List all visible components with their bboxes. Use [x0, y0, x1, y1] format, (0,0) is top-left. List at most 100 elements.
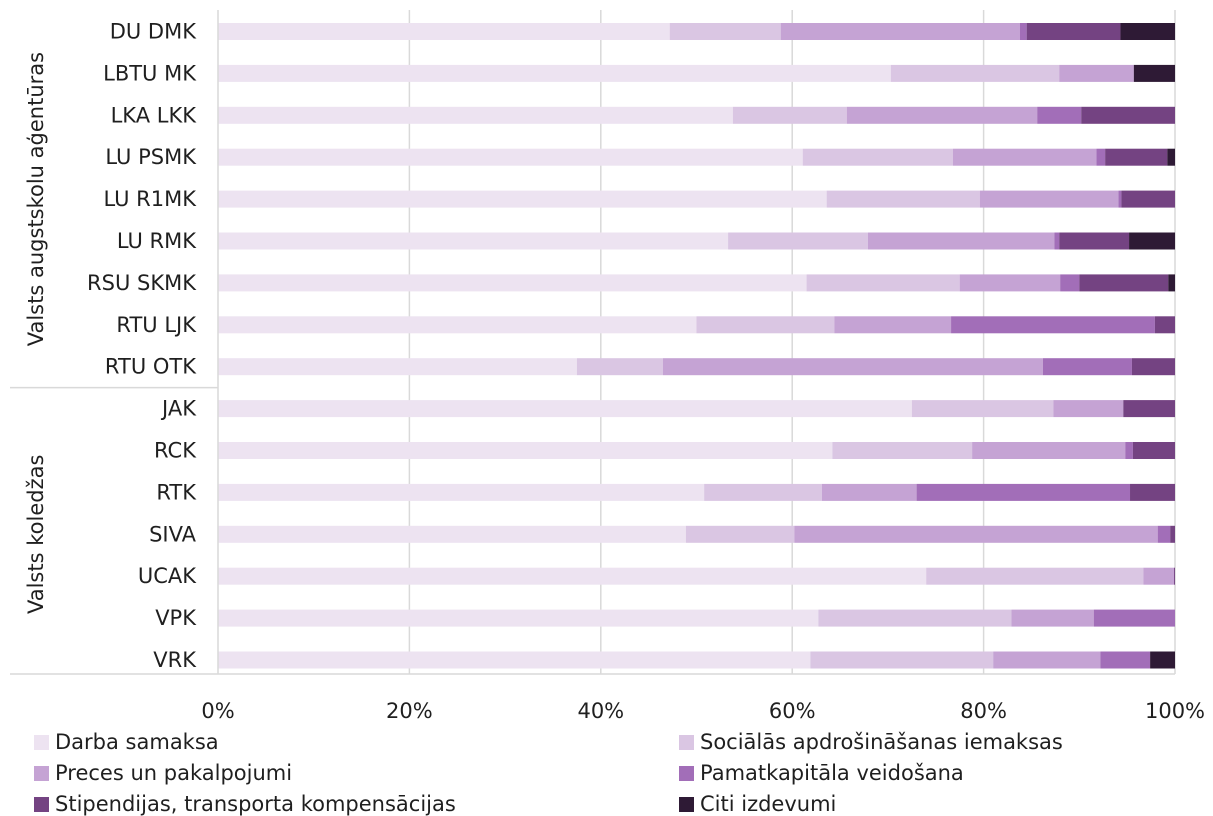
- bar-segment: [1131, 358, 1175, 376]
- bar-segment: [890, 64, 1060, 82]
- bar-segment: [1037, 106, 1082, 124]
- category-label: RSU SKMK: [87, 271, 197, 295]
- bar-segment: [218, 190, 827, 208]
- bar-segment: [669, 23, 781, 40]
- bar-segment: [218, 148, 803, 166]
- x-tick-label: 20%: [386, 699, 433, 723]
- category-label: LU R1MK: [103, 187, 197, 211]
- x-tick-label: 100%: [1145, 699, 1205, 723]
- bar-segment: [218, 23, 670, 40]
- legend-swatch: [679, 734, 694, 750]
- bar-segment: [732, 106, 847, 124]
- legend-label: Pamatkapitāla veidošana: [700, 761, 964, 785]
- x-tick-label: 80%: [960, 699, 1007, 723]
- bar-segment: [218, 400, 912, 418]
- bar-segment: [1170, 525, 1175, 543]
- legend-item: Sociālās apdrošināšanas iemaksas: [679, 730, 1063, 754]
- legend-swatch: [34, 796, 49, 812]
- bar-segment: [1105, 148, 1168, 166]
- group-label: Valsts koledžas: [24, 455, 48, 614]
- bar-segment: [806, 274, 960, 292]
- category-label: LKA LKK: [111, 103, 198, 127]
- x-tick-label: 0%: [201, 699, 234, 723]
- bar-segment: [1060, 274, 1080, 292]
- category-label: DU DMK: [110, 20, 198, 44]
- group-label: Valsts augstskolu aģentūras: [24, 52, 48, 346]
- bar-segment: [1120, 23, 1175, 40]
- category-labels: DU DMK LBTU MK LKA LKK LU PSMK LU R1MK LU RMK…: [24, 20, 197, 673]
- bar-segment: [1174, 567, 1175, 585]
- bar-segment: [926, 567, 1144, 585]
- x-tick-label: 40%: [577, 699, 624, 723]
- bar-segment: [1133, 64, 1175, 82]
- bar-segment: [1042, 358, 1132, 376]
- bar-segment: [951, 316, 1155, 334]
- bar-segment: [846, 106, 1038, 124]
- category-label: JAK: [160, 397, 197, 421]
- bar-segment: [218, 609, 819, 627]
- bar-segment: [1132, 442, 1175, 459]
- bar-segment: [1125, 442, 1133, 459]
- bar-segment: [218, 525, 686, 543]
- bar-segment: [1118, 190, 1122, 208]
- legend-label: Stipendijas, transporta kompensācijas: [55, 792, 456, 816]
- bar-segment: [916, 483, 1131, 501]
- bar-segment: [1054, 232, 1060, 250]
- category-label: VPK: [155, 606, 197, 630]
- bar-segment: [685, 525, 795, 543]
- bar-segment: [832, 442, 973, 459]
- bar-segment: [1157, 525, 1171, 543]
- legend-swatch: [34, 765, 49, 781]
- bar-segment: [1093, 609, 1175, 627]
- bar-segment: [1081, 106, 1175, 124]
- bar-segment: [1011, 609, 1094, 627]
- bar-segment: [728, 232, 868, 250]
- bar-segment: [1079, 274, 1169, 292]
- axes: [10, 10, 1175, 675]
- bar-segment: [1129, 232, 1175, 250]
- legend-item: Preces un pakalpojumi: [34, 761, 292, 785]
- stacked-bar-chart: DU DMK LBTU MK LKA LKK LU PSMK LU R1MK LU RMK…: [10, 10, 1205, 723]
- x-tick-labels: 0% 20% 40% 60% 80% 100%: [201, 699, 1205, 723]
- bar-segment: [810, 651, 994, 669]
- bar-segment: [1150, 651, 1175, 669]
- bar-segment: [704, 483, 822, 501]
- category-label: LU PSMK: [105, 145, 197, 169]
- bar-segment: [794, 525, 1158, 543]
- bar-segment: [218, 232, 729, 250]
- bar-segment: [780, 23, 1020, 40]
- category-label: RTU OTK: [105, 355, 197, 379]
- bar-segment: [1026, 23, 1121, 40]
- category-label: LBTU MK: [103, 61, 197, 85]
- bar-segment: [1096, 148, 1106, 166]
- legend-swatch: [34, 734, 49, 750]
- bar-segment: [218, 106, 733, 124]
- bar-segment: [1123, 400, 1175, 418]
- bar-segment: [867, 232, 1055, 250]
- category-label: LU RMK: [117, 229, 197, 253]
- bar-segment: [663, 358, 1043, 376]
- bar-segment: [993, 651, 1101, 669]
- bar-segment: [1100, 651, 1151, 669]
- bar-segment: [1167, 148, 1175, 166]
- bar-segment: [218, 483, 705, 501]
- bar-segment: [576, 358, 664, 376]
- bar-segment: [1059, 232, 1130, 250]
- category-label: RTK: [156, 480, 197, 504]
- x-tick-label: 60%: [769, 699, 816, 723]
- bar-segment: [952, 148, 1097, 166]
- legend-item: Darba samaksa: [34, 730, 219, 754]
- bar-segment: [1019, 23, 1027, 40]
- legend-item: Citi izdevumi: [679, 792, 836, 816]
- legend-label: Darba samaksa: [55, 730, 219, 754]
- legend-label: Preces un pakalpojumi: [55, 761, 293, 785]
- legend-item: Pamatkapitāla veidošana: [679, 761, 964, 785]
- bar-segment: [959, 274, 1061, 292]
- bar-segment: [1130, 483, 1175, 501]
- bar-segment: [911, 400, 1054, 418]
- legend-item: Stipendijas, transporta kompensācijas: [34, 792, 456, 816]
- bar-segment: [1168, 274, 1175, 292]
- bar-segment: [218, 358, 577, 376]
- bar-segment: [979, 190, 1119, 208]
- bar-segment: [1121, 190, 1175, 208]
